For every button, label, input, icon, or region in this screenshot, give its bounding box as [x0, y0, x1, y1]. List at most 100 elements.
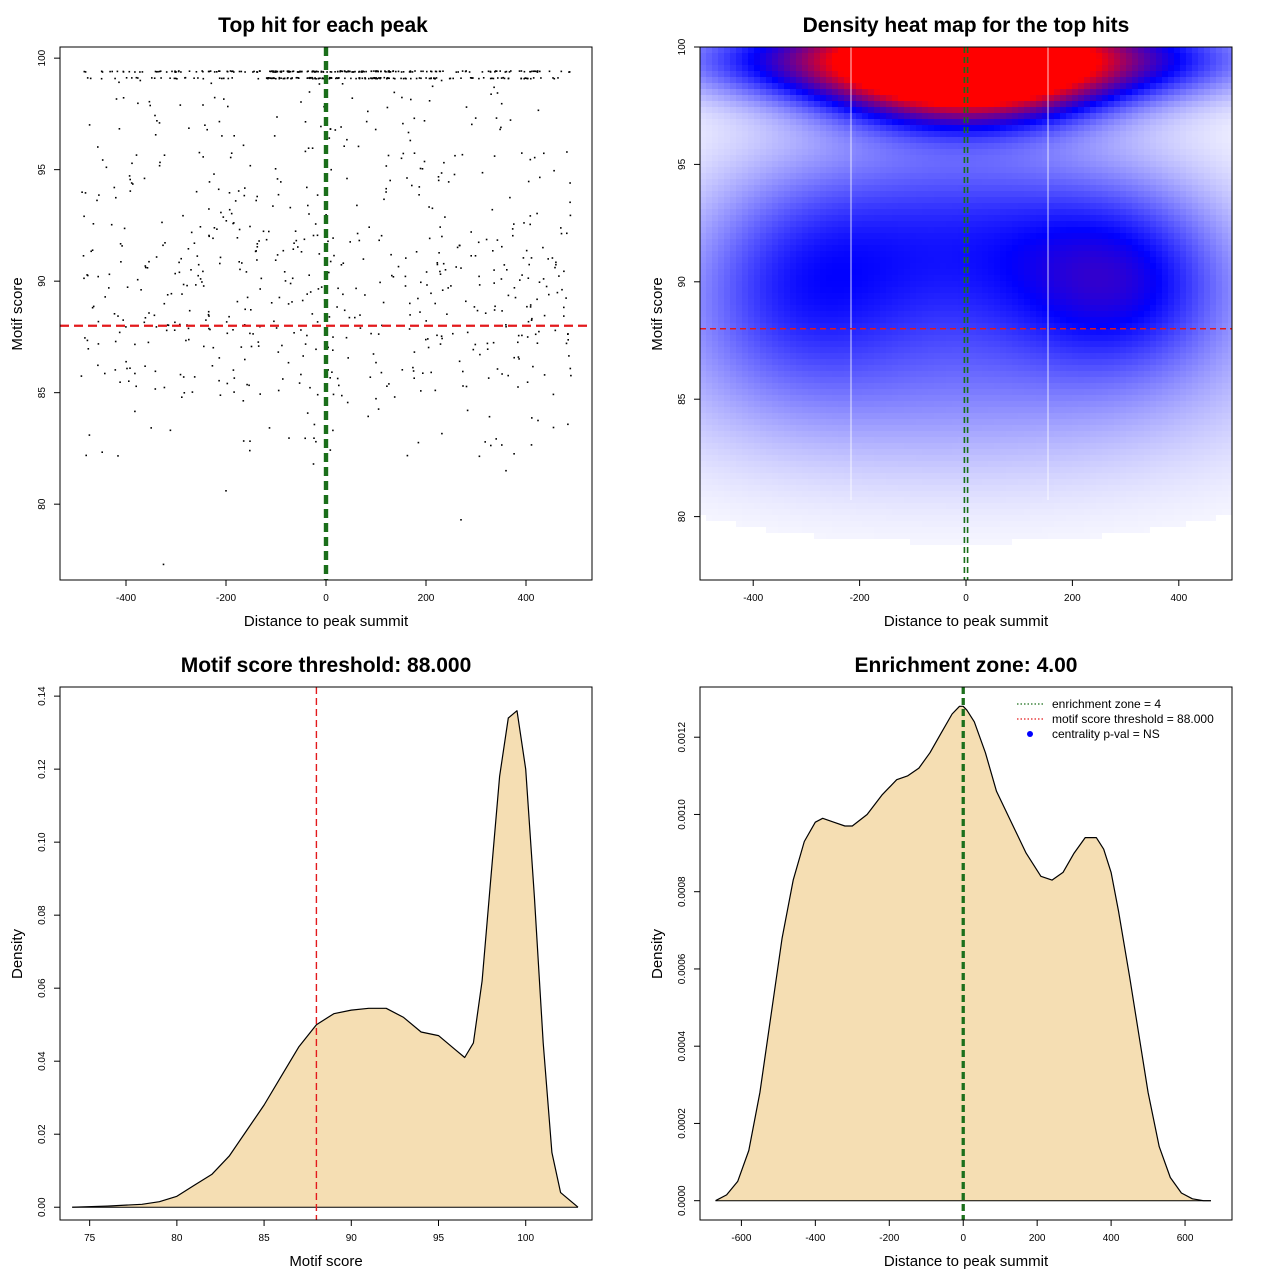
heatmap-cell [1084, 47, 1090, 53]
heatmap-cell [1174, 305, 1180, 311]
heatmap-cell [850, 119, 856, 125]
heatmap-cell [838, 257, 844, 263]
heatmap-cell [784, 257, 790, 263]
scatter-point [255, 199, 257, 202]
heatmap-cell [832, 281, 838, 287]
scatter-point [225, 321, 228, 323]
scatter-point [513, 453, 515, 455]
heatmap-cell [1228, 305, 1232, 311]
heatmap-cell [712, 215, 718, 221]
heatmap-cell [820, 101, 826, 107]
heatmap-cell [880, 107, 886, 113]
heatmap-cell [1198, 287, 1204, 293]
heatmap-cell [712, 203, 718, 209]
heatmap-cell [856, 95, 862, 101]
heatmap-cell [1162, 275, 1168, 281]
heatmap-cell [1048, 53, 1054, 59]
heatmap-cell [1210, 305, 1216, 311]
heatmap-cell [898, 245, 904, 251]
heatmap-cell [808, 215, 814, 221]
heatmap-cell [1174, 269, 1180, 275]
heatmap-cell [796, 239, 802, 245]
heatmap-cell [874, 137, 880, 143]
heatmap-cell [1120, 179, 1126, 185]
heatmap-cell [934, 299, 940, 305]
heatmap-cell [1102, 257, 1108, 263]
heatmap-cell [814, 227, 820, 233]
heatmap-cell [1150, 77, 1156, 83]
heatmap-cell [808, 89, 814, 95]
scatter-point [280, 77, 282, 79]
heatmap-cell [1072, 59, 1078, 65]
scatter-point [548, 70, 551, 73]
heatmap-cell [1132, 197, 1138, 203]
heatmap-cell [1090, 251, 1096, 257]
scatter-point [446, 313, 448, 315]
scatter-point [508, 71, 511, 73]
heatmap-cell [874, 221, 880, 227]
heatmap-cell [868, 95, 874, 101]
heatmap-cell [964, 191, 970, 197]
heatmap-cell [1222, 95, 1228, 101]
heatmap-cell [940, 263, 946, 269]
heatmap-cell [1108, 125, 1114, 131]
heatmap-cell [886, 47, 892, 53]
heatmap-cell [1180, 143, 1186, 149]
heatmap-cell [1000, 305, 1006, 311]
heatmap-cell [1108, 59, 1114, 65]
heatmap-cell [934, 257, 940, 263]
heatmap-cell [1090, 227, 1096, 233]
heatmap-cell [898, 275, 904, 281]
heatmap-cell [1156, 191, 1162, 197]
heatmap-cell [1216, 215, 1222, 221]
scatter-point [474, 343, 477, 346]
heatmap-cell [1012, 233, 1018, 239]
heatmap-cell [850, 215, 856, 221]
heatmap-cell [1108, 239, 1114, 245]
heatmap-cell [934, 305, 940, 311]
scatter-point [342, 262, 345, 264]
heatmap-cell [1216, 173, 1222, 179]
heatmap-cell [790, 197, 796, 203]
heatmap-cell [754, 269, 760, 275]
heatmap-cell [832, 257, 838, 263]
x-tick-label: 0 [323, 593, 329, 604]
heatmap-cell [1168, 137, 1174, 143]
heatmap-cell [916, 47, 922, 53]
heatmap-cell [1114, 191, 1120, 197]
heatmap-cell [1180, 191, 1186, 197]
scatter-point [334, 71, 336, 73]
heatmap-cell [934, 293, 940, 299]
heatmap-cell [736, 299, 742, 305]
scatter-point [367, 415, 369, 418]
heatmap-cell [946, 77, 952, 83]
scatter-point [205, 319, 207, 321]
heatmap-cell [814, 89, 820, 95]
heatmap-cell [868, 227, 874, 233]
heatmap-cell [958, 149, 964, 155]
heatmap-cell [760, 83, 766, 89]
heatmap-cell [1132, 251, 1138, 257]
scatter-point [558, 275, 560, 277]
heatmap-cell [784, 155, 790, 161]
heatmap-cell [874, 251, 880, 257]
scatter-point [209, 70, 212, 72]
heatmap-cell [700, 203, 706, 209]
scatter-point [197, 77, 199, 79]
heatmap-cell [976, 155, 982, 161]
heatmap-cell [1012, 239, 1018, 245]
x-tick-label: 400 [518, 593, 535, 604]
heatmap-cell [1204, 191, 1210, 197]
heatmap-cell [1108, 161, 1114, 167]
heatmap-cell [790, 53, 796, 59]
heatmap-cell [760, 113, 766, 119]
heatmap-cell [826, 47, 832, 53]
heatmap-cell [1132, 203, 1138, 209]
heatmap-cell [1000, 119, 1006, 125]
heatmap-cell [706, 161, 712, 167]
heatmap-cell [916, 287, 922, 293]
heatmap-cell [1042, 155, 1048, 161]
heatmap-cell [934, 161, 940, 167]
heatmap-cell [970, 227, 976, 233]
heatmap-cell [754, 47, 760, 53]
